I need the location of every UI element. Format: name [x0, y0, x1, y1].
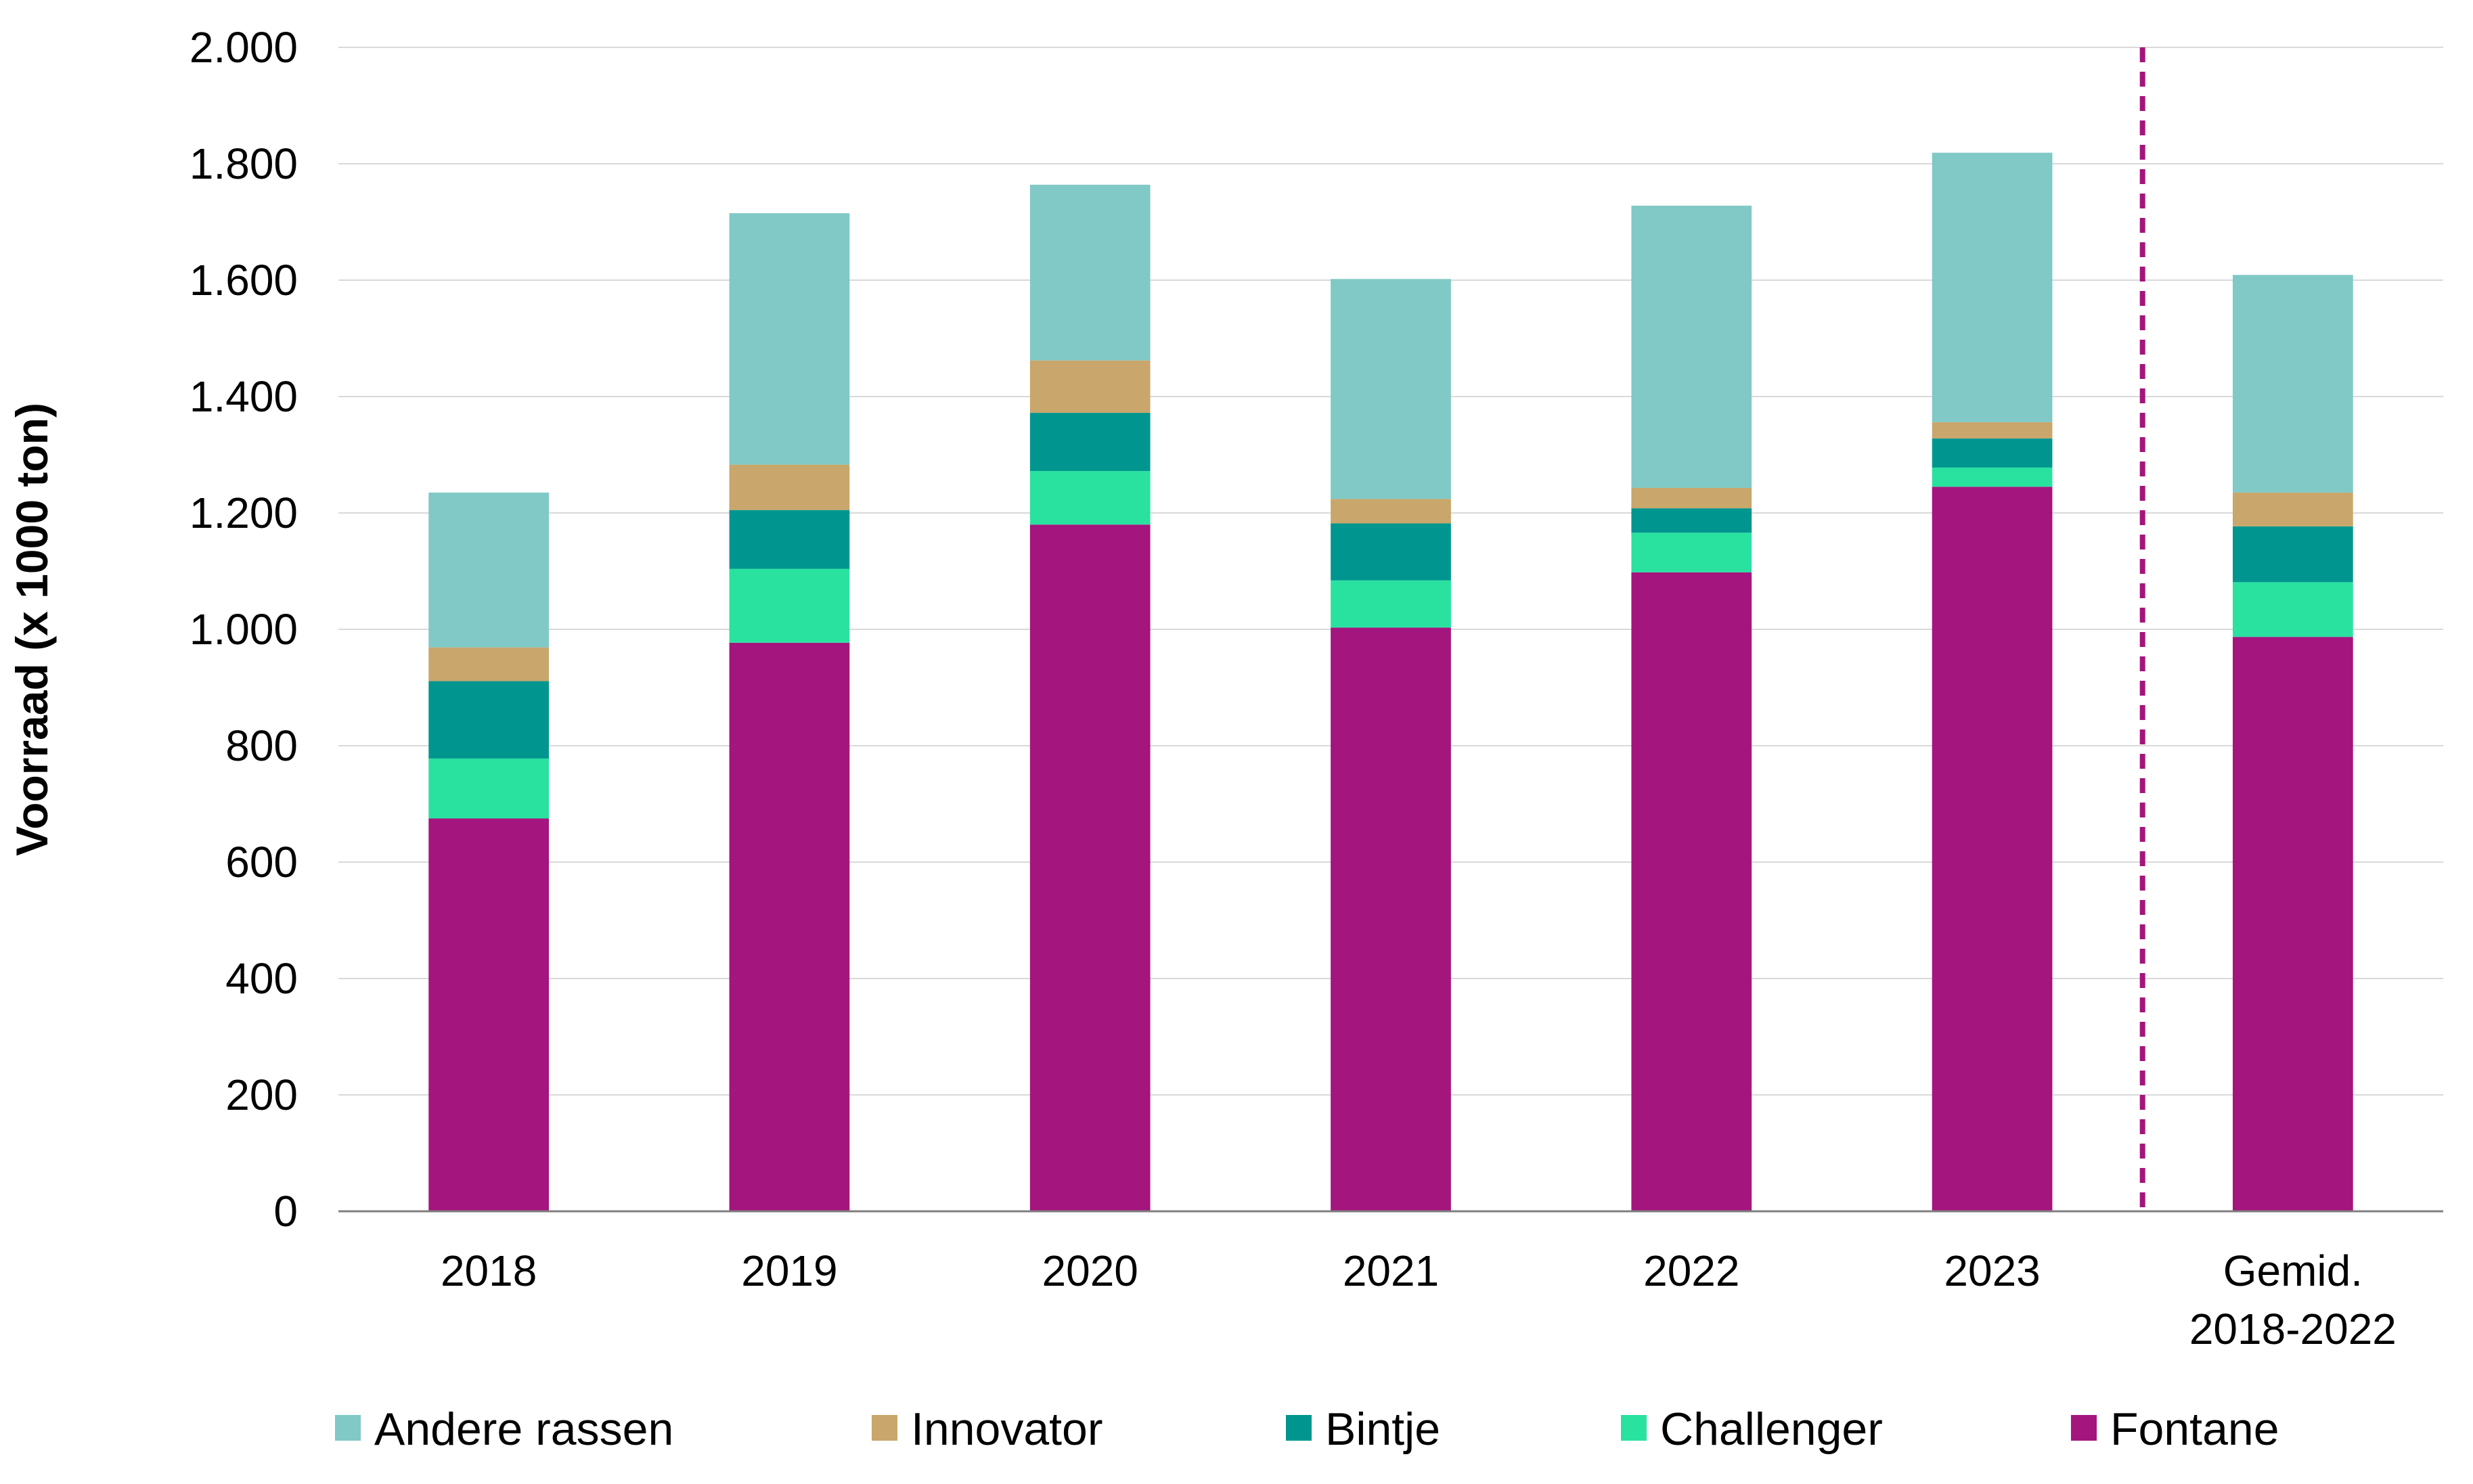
bar-stack — [1331, 279, 1451, 1211]
legend-swatch-innovator — [872, 1415, 897, 1441]
legend-label-fontane: Fontane — [2110, 1403, 2279, 1455]
bar-segment-andere-rassen — [1932, 152, 2053, 422]
y-tick-label: 1.200 — [190, 489, 298, 537]
legend-label-innovator: Innovator — [911, 1403, 1103, 1455]
y-tick-label: 0 — [273, 1187, 298, 1236]
bar-segment-bintje — [1631, 508, 1752, 533]
bar-segment-fontane — [1932, 487, 2053, 1211]
y-tick-label: 1.400 — [190, 372, 298, 421]
bar-segment-andere-rassen — [1631, 205, 1752, 489]
bar-segment-fontane — [1331, 627, 1451, 1211]
y-tick-label: 2.000 — [190, 23, 298, 72]
legend-swatch-andere-rassen — [335, 1415, 361, 1441]
y-tick-label: 200 — [225, 1071, 298, 1119]
x-tick-label: 2019 — [741, 1246, 837, 1295]
bar-segment-fontane — [2233, 637, 2353, 1211]
x-tick-label: 2018 — [441, 1246, 537, 1295]
bar-stack — [428, 492, 549, 1211]
bar-segment-bintje — [729, 510, 850, 569]
bar-segment-fontane — [729, 642, 850, 1211]
x-tick-label: 2021 — [1343, 1246, 1439, 1295]
bar-segment-challenger — [428, 758, 549, 819]
legend: Andere rassen Innovator Bintje Challenger Fo… — [335, 1403, 2279, 1455]
y-tick-label: 600 — [225, 838, 298, 886]
bar-segment-andere-rassen — [428, 492, 549, 648]
bar-segment-innovator — [1932, 422, 2053, 439]
bars — [428, 152, 2353, 1211]
x-tick-labels: 2018 2019 2020 2021 2022 2023 Gemid. 2018-2022 — [441, 1246, 2397, 1353]
bar-stack — [1631, 205, 1752, 1211]
bar-segment-challenger — [1631, 533, 1752, 572]
bar-segment-innovator — [428, 647, 549, 681]
legend-label-bintje: Bintje — [1325, 1403, 1440, 1455]
bar-segment-innovator — [2233, 492, 2353, 526]
legend-swatch-challenger — [1621, 1415, 1647, 1441]
bar-segment-fontane — [1631, 572, 1752, 1211]
bar-segment-innovator — [1631, 488, 1752, 509]
bar-segment-andere-rassen — [1029, 184, 1151, 361]
bar-segment-fontane — [1029, 524, 1151, 1211]
bar-segment-challenger — [729, 568, 850, 643]
x-tick-label: 2022 — [1643, 1246, 1739, 1295]
legend-swatch-fontane — [2071, 1415, 2097, 1441]
bar-segment-bintje — [2233, 526, 2353, 583]
y-axis-label: Voorraad (x 1000 ton) — [7, 403, 57, 856]
y-tick-labels: 0 200 400 600 800 1.000 1.200 1.400 1.600 1.800 2.… — [190, 23, 298, 1236]
bar-stack — [1029, 184, 1151, 1211]
bar-segment-bintje — [1029, 413, 1151, 472]
bar-segment-bintje — [1932, 438, 2053, 468]
y-tick-label: 1.800 — [190, 139, 298, 188]
legend-label-andere-rassen: Andere rassen — [374, 1403, 673, 1455]
bar-segment-andere-rassen — [1331, 279, 1451, 499]
legend-label-challenger: Challenger — [1660, 1403, 1883, 1455]
bar-stack — [2233, 275, 2353, 1211]
y-tick-label: 800 — [225, 721, 298, 770]
bar-segment-challenger — [1932, 467, 2053, 487]
bar-segment-innovator — [729, 464, 850, 510]
bar-segment-bintje — [1331, 523, 1451, 581]
y-tick-label: 1.600 — [190, 256, 298, 305]
bar-segment-innovator — [1331, 499, 1451, 524]
bar-segment-bintje — [428, 681, 549, 759]
y-tick-label: 1.000 — [190, 605, 298, 654]
bar-stack — [729, 213, 850, 1211]
bar-segment-challenger — [1029, 471, 1151, 525]
x-tick-label: 2020 — [1042, 1246, 1138, 1295]
bar-segment-challenger — [1331, 580, 1451, 628]
bar-segment-fontane — [428, 818, 549, 1211]
y-tick-label: 400 — [225, 954, 298, 1003]
x-tick-label: Gemid. — [2223, 1246, 2363, 1295]
bar-segment-andere-rassen — [729, 213, 850, 465]
x-tick-label: 2018-2022 — [2189, 1305, 2397, 1353]
bar-segment-andere-rassen — [2233, 275, 2353, 493]
x-tick-label: 2023 — [1944, 1246, 2040, 1295]
bar-segment-challenger — [2233, 582, 2353, 637]
bar-segment-innovator — [1029, 360, 1151, 413]
bar-stack — [1932, 152, 2053, 1211]
legend-swatch-bintje — [1286, 1415, 1312, 1441]
